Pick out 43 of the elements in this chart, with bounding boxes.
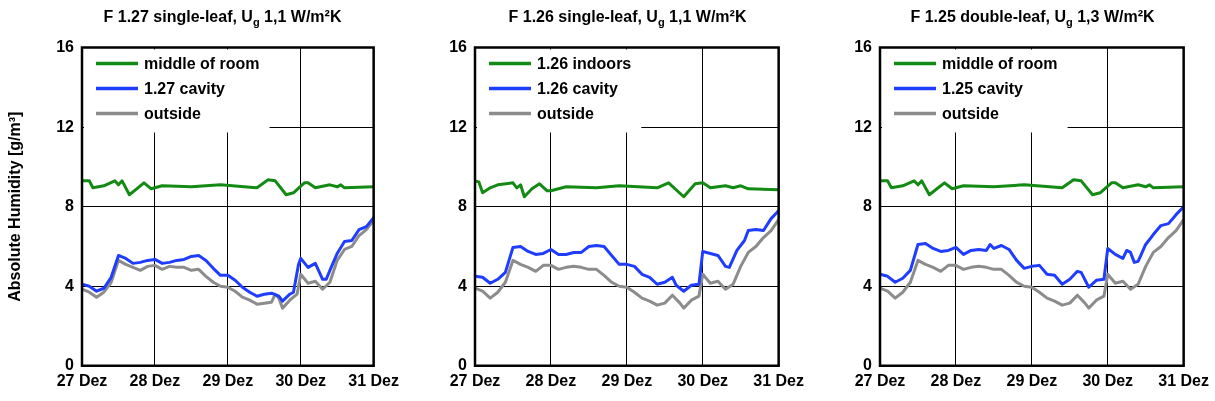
y-tick-label: 4 (65, 276, 75, 294)
y-tick-label: 16 (854, 38, 873, 56)
legend-label: outside (942, 105, 999, 123)
y-tick-label: 12 (854, 117, 873, 135)
x-tick-label: 30 Dez (677, 371, 729, 389)
x-tick-label: 30 Dez (1082, 371, 1134, 389)
y-tick-label: 12 (56, 117, 75, 135)
chart-title: F 1.26 single-leaf, U$_{g}$ 1,1 W/m²K (507, 7, 748, 30)
legend-label: 1.26 indoors (537, 55, 632, 73)
y-tick-label: 8 (863, 197, 873, 215)
legend-label: outside (537, 105, 594, 123)
legend-label: middle of room (942, 55, 1058, 73)
x-tick-label: 27 Dez (854, 371, 906, 389)
y-tick-label: 8 (65, 197, 75, 215)
chart-title: F 1.27 single-leaf, U$_{g}$ 1,1 W/m²K (102, 7, 343, 30)
y-tick-label: 16 (56, 38, 75, 56)
x-tick-label: 29 Dez (601, 371, 653, 389)
chart-title: F 1.25 double-leaf, U$_{g}$ 1,3 W/m²K (909, 7, 1156, 30)
x-tick-label: 31 Dez (753, 371, 804, 389)
x-tick-label: 28 Dez (129, 371, 181, 389)
y-tick-label: 0 (458, 356, 468, 374)
y-tick-label: 0 (863, 356, 873, 374)
x-tick-label: 30 Dez (275, 371, 327, 389)
x-tick-label: 28 Dez (525, 371, 577, 389)
legend-label: 1.25 cavity (942, 80, 1024, 98)
x-tick-label: 28 Dez (930, 371, 982, 389)
x-tick-label: 31 Dez (348, 371, 399, 389)
y-tick-label: 16 (449, 38, 468, 56)
x-tick-label: 27 Dez (449, 371, 501, 389)
x-tick-label: 29 Dez (1006, 371, 1058, 389)
y-tick-label: 12 (449, 117, 468, 135)
x-tick-label: 31 Dez (1158, 371, 1209, 389)
y-tick-label: 8 (458, 197, 468, 215)
x-tick-label: 27 Dez (56, 371, 108, 389)
y-axis-title: Absolute Humidity [g/m³] (6, 111, 24, 302)
legend-label: outside (144, 105, 201, 123)
legend-label: 1.26 cavity (537, 80, 619, 98)
y-tick-label: 4 (458, 276, 468, 294)
legend-label: 1.27 cavity (144, 80, 226, 98)
x-tick-label: 29 Dez (202, 371, 254, 389)
y-tick-label: 0 (65, 356, 75, 374)
legend-label: middle of room (144, 55, 260, 73)
y-tick-label: 4 (863, 276, 873, 294)
